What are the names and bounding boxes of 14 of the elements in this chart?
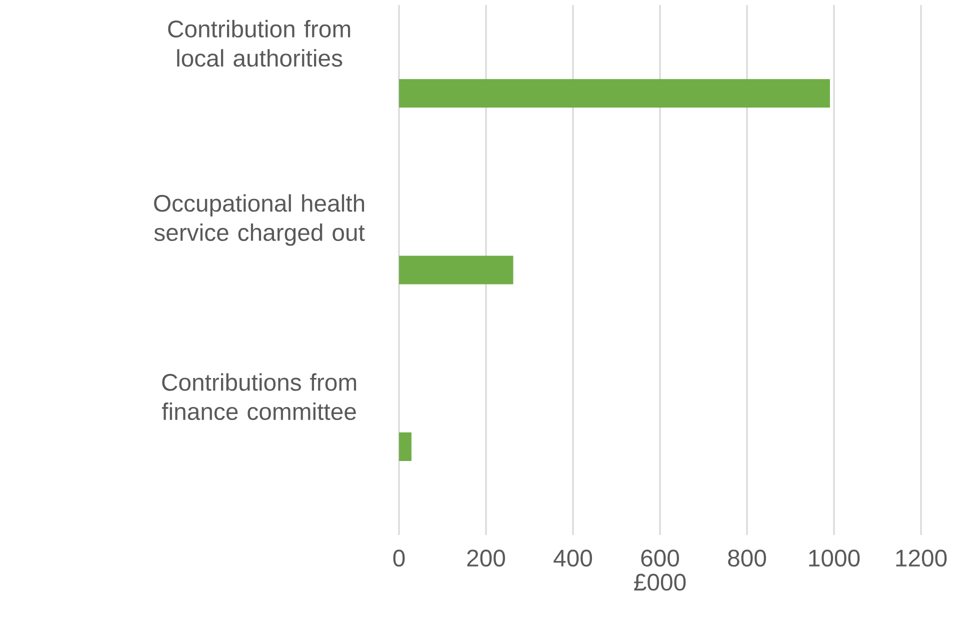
bar <box>399 256 514 284</box>
x-axis-title: £000 <box>634 574 686 591</box>
x-tick-label: 1200 <box>896 550 947 567</box>
bar <box>399 79 830 108</box>
y-tick-label: Contributions from finance committee <box>162 373 356 420</box>
x-tick-label: 600 <box>641 550 680 567</box>
y-tick-label: Occupational health service charged out <box>154 194 365 246</box>
bar <box>399 432 412 461</box>
y-tick-label: Contribution from local authorities <box>168 20 350 67</box>
x-tick-label: 400 <box>554 550 592 567</box>
x-tick-label: 0 <box>393 550 405 567</box>
x-tick-label: 800 <box>728 550 766 567</box>
x-tick-label: 200 <box>467 550 506 567</box>
x-tick-label: 1000 <box>809 550 860 567</box>
